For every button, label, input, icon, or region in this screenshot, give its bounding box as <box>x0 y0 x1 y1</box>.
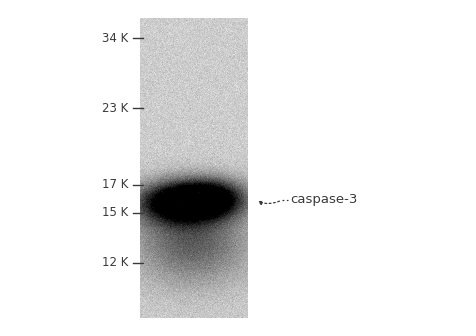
Text: 17 K: 17 K <box>101 178 128 192</box>
Text: 12 K: 12 K <box>101 256 128 269</box>
Text: 23 K: 23 K <box>101 101 128 115</box>
Text: 15 K: 15 K <box>101 207 128 219</box>
Text: 34 K: 34 K <box>101 32 128 44</box>
Text: caspase-3: caspase-3 <box>289 194 357 207</box>
